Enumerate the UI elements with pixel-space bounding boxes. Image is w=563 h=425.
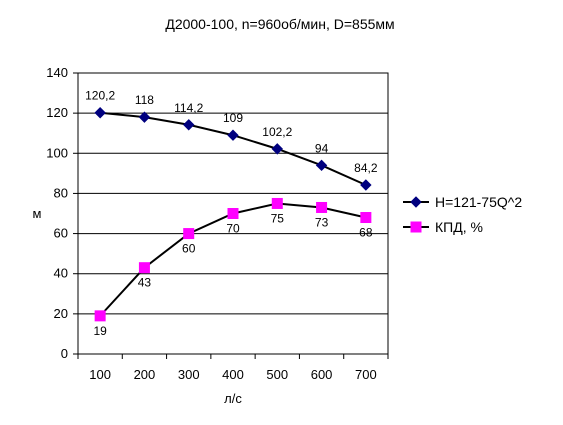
data-point (271, 143, 283, 155)
y-tick-label: 120 (46, 105, 68, 120)
legend-item: H=121-75Q^2 (403, 194, 522, 210)
grid-lines (78, 112, 388, 315)
y-tick-label: 80 (54, 185, 68, 200)
data-point (227, 208, 239, 219)
chart-title: Д2000-100, n=960об/мин, D=855мм (165, 16, 394, 32)
legend: H=121-75Q^2 КПД, % (403, 194, 522, 235)
x-axis-ticks: 100 200 300 400 500 600 700 (77, 354, 389, 382)
data-label: 68 (359, 226, 373, 240)
x-tick-label: 500 (266, 367, 288, 382)
legend-label: КПД, % (435, 219, 483, 235)
y-tick-label: 60 (54, 226, 68, 241)
x-axis-label: л/с (224, 391, 242, 406)
data-point (183, 119, 195, 131)
y-tick-label: 140 (46, 65, 68, 80)
x-tick-label: 700 (355, 367, 377, 382)
data-label: 118 (135, 93, 154, 107)
x-tick-label: 200 (134, 367, 156, 382)
data-label: 102,2 (262, 125, 292, 139)
x-tick-label: 300 (178, 367, 200, 382)
data-point (316, 201, 328, 213)
y-axis-ticks: 0 20 40 60 80 100 120 140 (46, 65, 78, 361)
data-label: 109 (223, 111, 243, 125)
data-point (227, 129, 239, 141)
data-point (360, 212, 372, 224)
series-2: 19 43 60 70 75 73 68 (93, 197, 373, 338)
plot-area-border (77, 72, 389, 355)
y-tick-label: 20 (54, 306, 68, 321)
data-label: 73 (315, 215, 329, 229)
legend-label: H=121-75Q^2 (435, 194, 522, 210)
data-label: 120,2 (85, 89, 115, 103)
data-point (271, 197, 283, 209)
y-axis-label: м (33, 206, 42, 221)
data-label: 114,2 (174, 101, 203, 115)
x-tick-label: 100 (89, 367, 111, 382)
data-label: 94 (315, 141, 329, 155)
data-point (315, 159, 328, 172)
series-layer: 120,2 118 114,2 109 102,2 94 84,2 19 43 60 70 75 73 6… (85, 89, 378, 338)
legend-item: КПД, % (403, 219, 483, 235)
data-label: 60 (182, 242, 196, 256)
data-point (138, 111, 151, 123)
data-label: 43 (138, 276, 152, 290)
x-tick-label: 600 (311, 367, 333, 382)
data-label: 75 (271, 211, 285, 225)
data-label: 70 (226, 222, 240, 236)
x-tick-label: 400 (222, 367, 244, 382)
data-label: 84,2 (354, 161, 378, 175)
data-point (138, 262, 150, 274)
legend-marker (410, 196, 422, 208)
data-point (360, 179, 372, 191)
y-tick-label: 40 (54, 266, 68, 281)
y-tick-label: 0 (61, 346, 68, 361)
series-1: 120,2 118 114,2 109 102,2 94 84,2 (85, 89, 378, 191)
data-point (183, 228, 195, 240)
data-point (94, 310, 106, 322)
data-label: 19 (93, 324, 107, 338)
y-tick-label: 100 (46, 145, 68, 160)
data-point (94, 107, 106, 119)
legend-marker (410, 221, 422, 233)
